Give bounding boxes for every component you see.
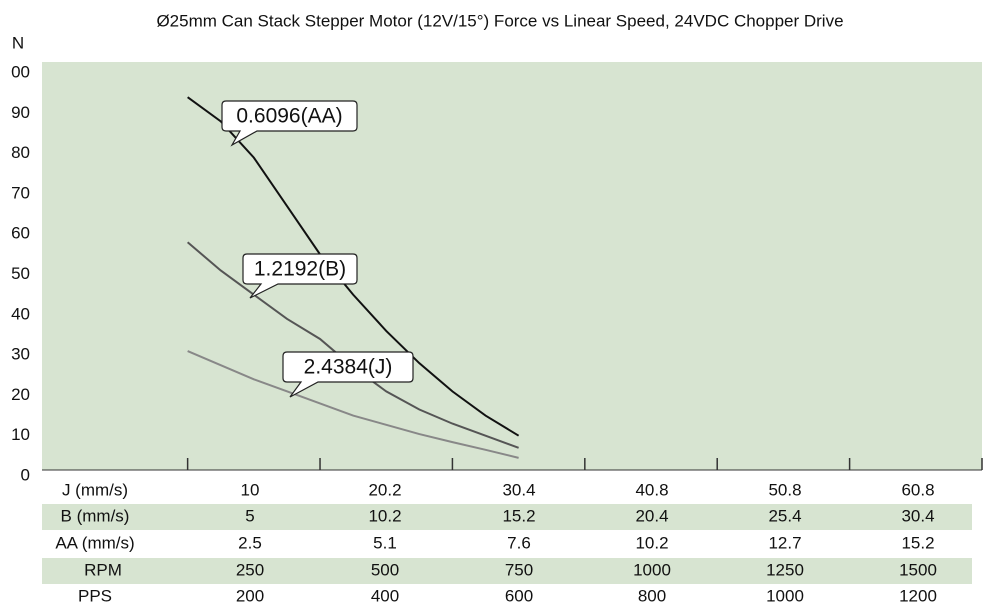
table-cell: 20.2 <box>368 480 401 499</box>
row-label: RPM <box>84 560 122 579</box>
y-tick-label: 50 <box>11 264 30 283</box>
y-tick-label: 00 <box>11 62 30 81</box>
table-cell: 15.2 <box>901 533 934 552</box>
table-cell: 10 <box>241 480 260 499</box>
plot-background <box>42 62 982 470</box>
row-label: PPS <box>78 586 112 605</box>
y-tick-label: 90 <box>11 103 30 122</box>
row-label: AA (mm/s) <box>55 533 134 552</box>
table-cell: 10.2 <box>635 533 668 552</box>
row-band <box>42 504 972 530</box>
table-cell: 1200 <box>899 586 937 605</box>
table-cell: 1000 <box>766 586 804 605</box>
row-label: B (mm/s) <box>61 506 130 525</box>
table-cell: 750 <box>505 560 533 579</box>
series-line <box>187 350 519 459</box>
table-cell: 5.1 <box>373 533 397 552</box>
callout-box <box>282 351 414 398</box>
legend-label: 2.4384(J) <box>304 356 393 379</box>
table-cell: 400 <box>371 586 399 605</box>
y-axis-label: N <box>12 33 24 52</box>
chart-title: Ø25mm Can Stack Stepper Motor (12V/15°) … <box>156 11 843 30</box>
y-tick-label: 20 <box>11 385 30 404</box>
table-cell: 1250 <box>766 560 804 579</box>
table-cell: 40.8 <box>635 480 668 499</box>
table-cell: 10.2 <box>368 506 401 525</box>
table-cell: 7.6 <box>507 533 531 552</box>
table-cell: 200 <box>236 586 264 605</box>
table-cell: 30.4 <box>502 480 535 499</box>
legend-label: 1.2192(B) <box>254 258 346 281</box>
table-cell: 15.2 <box>502 506 535 525</box>
table-cell: 50.8 <box>768 480 801 499</box>
y-tick-label: 0 <box>21 465 30 484</box>
table-cell: 600 <box>505 586 533 605</box>
table-cell: 20.4 <box>635 506 668 525</box>
series-line <box>187 96 520 437</box>
row-band <box>42 558 972 584</box>
table-cell: 800 <box>638 586 666 605</box>
row-label: J (mm/s) <box>62 480 128 499</box>
table-cell: 60.8 <box>901 480 934 499</box>
y-tick-label: 10 <box>11 425 30 444</box>
y-tick-label: 60 <box>11 224 30 243</box>
y-tick-label: 80 <box>11 143 30 162</box>
table-cell: 500 <box>371 560 399 579</box>
legend-label: 0.6096(AA) <box>236 105 342 128</box>
table-cell: 1500 <box>899 560 937 579</box>
table-cell: 25.4 <box>768 506 801 525</box>
callout-box <box>221 100 358 147</box>
table-cell: 30.4 <box>901 506 934 525</box>
table-cell: 2.5 <box>238 533 262 552</box>
y-tick-label: 40 <box>11 304 30 323</box>
table-cell: 5 <box>245 506 254 525</box>
y-tick-label: 30 <box>11 345 30 364</box>
table-cell: 12.7 <box>768 533 801 552</box>
table-cell: 250 <box>236 560 264 579</box>
table-cell: 1000 <box>633 560 671 579</box>
callout-box <box>242 253 358 299</box>
y-tick-label: 70 <box>11 183 30 202</box>
